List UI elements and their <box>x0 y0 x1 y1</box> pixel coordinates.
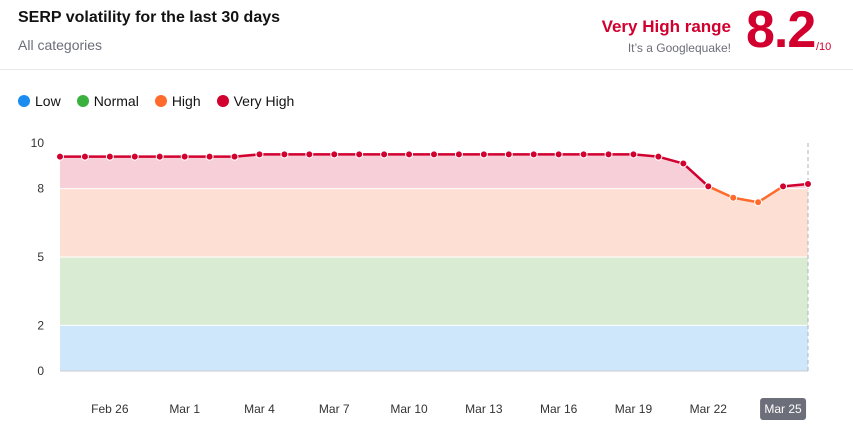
legend-item-normal[interactable]: Normal <box>76 93 139 109</box>
data-point <box>479 150 488 159</box>
band-high <box>60 188 808 257</box>
data-point <box>529 150 538 159</box>
range-caption: It’s a Googlequake! <box>627 41 731 55</box>
range-summary: Very High range It’s a Googlequake! <box>602 17 731 55</box>
data-point <box>155 152 164 161</box>
legend-item-low[interactable]: Low <box>18 93 61 109</box>
legend-dot-low <box>18 95 30 107</box>
volatility-score: 8.2 <box>746 1 816 59</box>
x-tick-label: Mar 1 <box>169 402 200 416</box>
data-point <box>380 150 389 159</box>
series-segment <box>682 162 710 188</box>
data-point <box>305 150 314 159</box>
legend-label-very-high: Very High <box>233 93 295 109</box>
x-tick-label: Mar 25 <box>764 402 802 416</box>
range-label: Very High range <box>601 17 731 36</box>
x-tick-label: Feb 26 <box>91 402 129 416</box>
y-tick-label: 5 <box>37 250 44 264</box>
data-point <box>804 180 812 189</box>
data-point <box>180 152 189 161</box>
data-point <box>779 182 788 191</box>
data-point <box>554 150 563 159</box>
y-tick-label: 2 <box>37 318 44 332</box>
series-segment <box>632 153 660 158</box>
data-point <box>280 150 289 159</box>
x-tick-highlight <box>760 398 807 420</box>
series-segment <box>756 185 785 204</box>
score-denominator: /10 <box>816 41 832 53</box>
chart-title: SERP volatility for the last 30 days <box>18 9 281 26</box>
series-segment <box>707 185 735 199</box>
data-point <box>504 150 513 159</box>
data-point <box>604 150 613 159</box>
x-tick-label: Mar 4 <box>244 402 275 416</box>
legend-dot-high <box>154 95 167 107</box>
legend-dot-normal <box>76 95 89 107</box>
legend-label-low: Low <box>35 93 61 109</box>
data-point <box>130 152 139 161</box>
data-point <box>80 152 89 161</box>
x-tick-label: Mar 13 <box>465 402 503 416</box>
data-point <box>729 193 738 202</box>
data-point <box>255 150 264 159</box>
y-tick-label: 0 <box>37 364 44 378</box>
series-segment <box>781 182 810 188</box>
x-tick-label: Mar 22 <box>690 402 728 416</box>
legend-item-very-high[interactable]: Very High <box>216 93 295 109</box>
y-tick-label: 8 <box>37 182 44 196</box>
legend-dot-very-high <box>216 95 229 107</box>
y-tick-label: 10 <box>31 136 45 150</box>
data-point <box>56 152 64 161</box>
band-low <box>60 325 808 371</box>
data-point <box>629 150 638 159</box>
data-point <box>430 150 438 159</box>
legend-label-high: High <box>171 93 201 109</box>
data-point <box>679 159 688 168</box>
data-point <box>405 150 414 159</box>
data-point <box>454 150 463 159</box>
chart-header: SERP volatility for the last 30 days All… <box>0 0 853 70</box>
data-point <box>105 152 114 161</box>
chart-legend: Low Normal High Very High <box>18 93 294 109</box>
legend-item-high[interactable]: High <box>154 93 201 109</box>
series-segment <box>731 196 760 204</box>
data-point <box>579 150 588 159</box>
band-normal <box>60 257 808 326</box>
data-point <box>654 152 663 161</box>
series-segment <box>657 155 685 165</box>
category-label: All categories <box>18 37 103 53</box>
x-tick-label: Mar 7 <box>319 402 350 416</box>
legend-label-normal: Normal <box>93 93 139 109</box>
data-point <box>355 150 364 159</box>
data-point <box>704 182 713 191</box>
data-point <box>205 152 214 161</box>
x-tick-label: Mar 10 <box>390 402 428 416</box>
data-point <box>230 152 239 161</box>
data-point <box>330 150 339 159</box>
x-tick-label: Mar 19 <box>615 402 653 416</box>
x-tick-label: Mar 16 <box>540 402 578 416</box>
data-point <box>754 198 763 207</box>
series-segment <box>233 153 261 158</box>
